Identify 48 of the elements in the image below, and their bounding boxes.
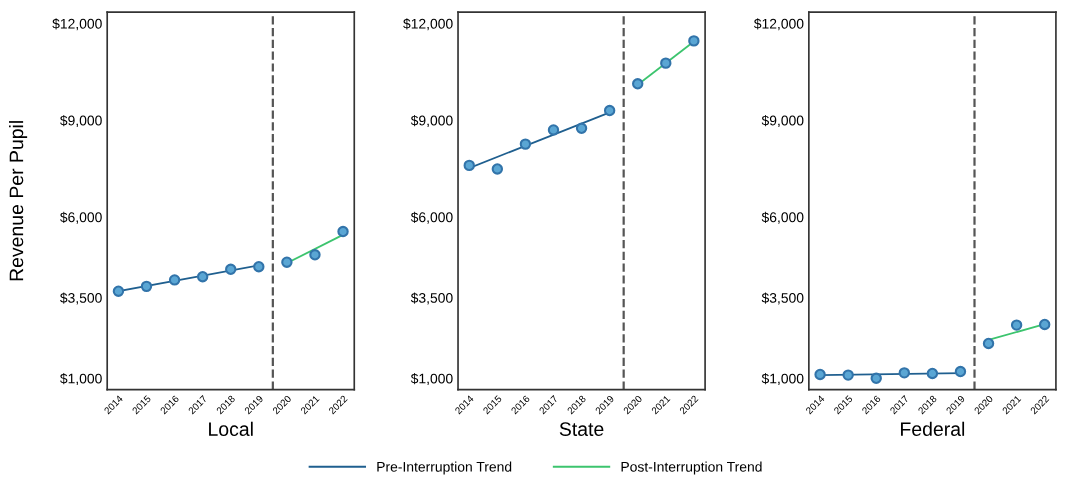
y-tick-label: $6,000 — [410, 211, 453, 224]
y-tick-label: $1,000 — [761, 373, 804, 386]
y-tick-label: $1,000 — [410, 373, 453, 386]
point — [337, 225, 349, 238]
y-tick-label: $3,500 — [60, 292, 102, 305]
point — [982, 337, 995, 350]
point — [281, 256, 293, 268]
point — [253, 261, 265, 273]
point — [575, 122, 588, 134]
point — [519, 138, 532, 150]
point — [870, 372, 882, 385]
y-tick-label: $1,000 — [60, 373, 102, 386]
x-axis-title: Federal — [901, 421, 965, 436]
point — [168, 274, 181, 286]
point — [196, 271, 209, 283]
y-tick-label: $3,500 — [410, 292, 453, 305]
point — [632, 78, 644, 90]
y-tick-label: $9,000 — [60, 114, 102, 128]
legend-label: Pre-Interruption Trend — [377, 461, 512, 475]
point — [463, 159, 475, 172]
point — [140, 280, 153, 293]
x-axis-title: Local — [209, 421, 253, 436]
y-axis-title: Revenue Per Pupil — [9, 121, 28, 281]
x-axis-title: State — [559, 422, 604, 436]
y-tick-label: $6,000 — [761, 211, 804, 224]
point — [309, 249, 321, 261]
point — [603, 104, 616, 117]
point — [547, 124, 560, 136]
point — [688, 35, 700, 47]
point — [491, 163, 504, 175]
y-tick-label: $9,000 — [410, 114, 453, 128]
y-tick-label: $9,000 — [761, 114, 804, 128]
point — [842, 369, 854, 381]
y-tick-label: $3,500 — [761, 292, 804, 305]
y-tick-label: $12,000 — [52, 18, 102, 31]
y-tick-label: $12,000 — [753, 18, 804, 31]
point — [926, 367, 939, 380]
point — [1010, 319, 1023, 331]
point — [112, 285, 125, 297]
legend-label: Post-Interruption Trend — [621, 461, 762, 475]
y-tick-label: $6,000 — [60, 211, 102, 224]
y-tick-label: $12,000 — [403, 18, 453, 31]
point — [225, 263, 237, 275]
point — [660, 57, 672, 69]
point — [898, 367, 911, 379]
point — [814, 368, 826, 381]
point — [954, 365, 967, 378]
point — [1038, 318, 1051, 331]
